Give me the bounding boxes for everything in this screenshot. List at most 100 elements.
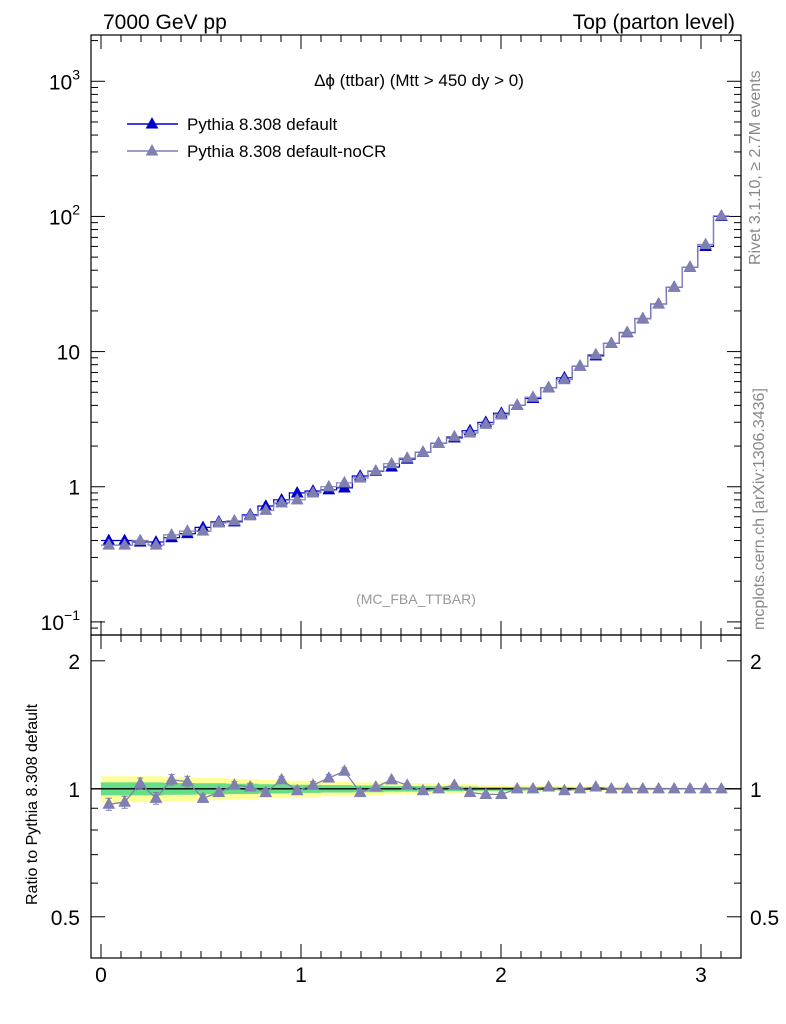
ratio-data-point-marker: [557, 783, 571, 796]
tick-label-exponent: 2: [72, 201, 80, 217]
data-point-marker: [353, 471, 367, 483]
ratio-data-point-marker: [369, 779, 383, 792]
ratio-data-point-marker: [306, 778, 320, 790]
data-point-marker: [714, 208, 728, 221]
legend-marker: [145, 117, 159, 129]
data-point-marker: [447, 429, 461, 442]
header-right: Top (parton level): [573, 11, 735, 34]
series-default: [100, 209, 730, 547]
watermark-label: (MC_FBA_TTBAR): [356, 591, 476, 607]
ratio-data-point-marker: [102, 797, 116, 809]
ratio-data-point-marker: [416, 783, 430, 796]
ratio-plot-panel: 0.5 0.5 1 1 2 2 0 1 2 3 Ratio to Pythia 8.308 de…: [24, 634, 779, 987]
data-point-marker: [432, 436, 446, 448]
series-line: [100, 215, 730, 546]
ratio-data-point-marker: [165, 772, 179, 785]
ratio-data-point-marker: [667, 781, 681, 794]
data-point-marker: [227, 513, 241, 526]
data-point-marker: [290, 492, 304, 505]
data-point-marker: [149, 538, 163, 550]
ratio-x-ticks: [100, 635, 722, 958]
ratio-series-layer: [102, 764, 728, 811]
ratio-data-point-marker: [652, 781, 666, 794]
ratio-x-tick-label: 0: [95, 964, 107, 987]
ratio-data-point-marker: [620, 781, 634, 794]
data-point-marker: [196, 524, 210, 536]
ratio-data-point-marker: [275, 772, 289, 785]
data-point-marker: [589, 347, 603, 360]
ratio-data-point-marker: [227, 778, 241, 790]
legend-entry-label: Pythia 8.308 default: [187, 115, 338, 134]
main-y-tick-label: 10−1: [41, 607, 81, 635]
data-point-marker: [212, 515, 226, 528]
main-y-tick-label: 10: [57, 342, 80, 365]
data-point-marker: [118, 538, 132, 550]
ratio-data-point-marker: [385, 772, 399, 785]
ratio-y-tick-label-right: 0.5: [750, 907, 779, 930]
ratio-data-point-marker: [683, 781, 697, 794]
ratio-data-point-marker: [526, 781, 540, 794]
ratio-x-tick-label: 2: [495, 964, 507, 987]
series-nocr: [100, 208, 730, 550]
ratio-y-tick-label-left: 1: [68, 779, 80, 802]
data-point-marker: [306, 485, 320, 498]
ratio-y-ticks: [91, 660, 741, 959]
ratio-y-tick-label-right: 1: [750, 779, 762, 802]
ratio-data-point-marker: [133, 776, 147, 788]
ratio-y-tick-labels: 0.5 0.5 1 1 2 2: [51, 651, 779, 930]
ratio-data-point-marker: [337, 764, 351, 776]
ratio-data-point-marker: [604, 781, 618, 794]
data-point-marker: [636, 311, 650, 323]
data-point-marker: [133, 533, 147, 546]
tick-label-base: 10: [49, 71, 72, 94]
series-line: [100, 215, 730, 543]
tick-label-exponent: 3: [72, 66, 80, 82]
legend: Pythia 8.308 default Pythia 8.308 default…: [127, 115, 386, 161]
main-y-tick-label: 102: [49, 201, 80, 229]
ratio-data-point-marker: [714, 781, 728, 794]
ratio-plot-frame: [90, 634, 742, 959]
header-left: 7000 GeV pp: [103, 11, 227, 34]
main-y-ticks: [91, 40, 741, 636]
data-point-marker: [463, 425, 477, 438]
legend-marker: [145, 144, 159, 156]
ratio-y-tick-label-left: 0.5: [51, 907, 80, 930]
data-point-marker: [165, 527, 179, 540]
data-point-marker: [573, 359, 587, 371]
ratio-y-tick-label-left: 2: [68, 651, 80, 674]
tick-label-base: 10: [41, 612, 64, 635]
ratio-data-point-marker: [447, 778, 461, 790]
ratio-y-axis-label: Ratio to Pythia 8.308 default: [24, 703, 41, 905]
ratio-data-point-marker: [699, 781, 713, 794]
tick-label-exponent: −1: [64, 607, 80, 623]
ratio-data-point-marker: [196, 791, 210, 803]
data-point-marker: [275, 495, 289, 508]
ratio-data-point-marker: [259, 785, 273, 798]
tick-label-base: 10: [49, 206, 72, 229]
main-y-tick-label: 1: [68, 477, 80, 500]
data-point-marker: [667, 280, 681, 292]
ratio-data-point-marker: [432, 781, 446, 794]
ratio-series-line: [108, 770, 722, 805]
data-point-marker: [542, 380, 556, 393]
data-point-marker: [510, 398, 524, 410]
data-point-marker: [102, 538, 116, 550]
data-point-marker: [604, 336, 618, 348]
main-series-layer: [100, 208, 730, 550]
ratio-data-point-marker: [542, 779, 556, 792]
ratio-data-point-marker: [479, 787, 493, 799]
ratio-x-tick-label: 3: [695, 964, 707, 987]
ratio-data-point-marker: [149, 791, 163, 803]
ratio-data-point-marker: [212, 785, 226, 798]
data-point-marker: [652, 296, 666, 309]
data-point-marker: [259, 503, 273, 515]
data-point-marker: [322, 479, 336, 492]
data-point-marker: [337, 475, 351, 488]
data-point-marker: [699, 237, 713, 250]
ratio-data-point-marker: [322, 771, 336, 783]
mcplots-label: mcplots.cern.ch [arXiv:1306.3436]: [751, 388, 768, 630]
ratio-y-tick-label-right: 2: [750, 651, 762, 674]
